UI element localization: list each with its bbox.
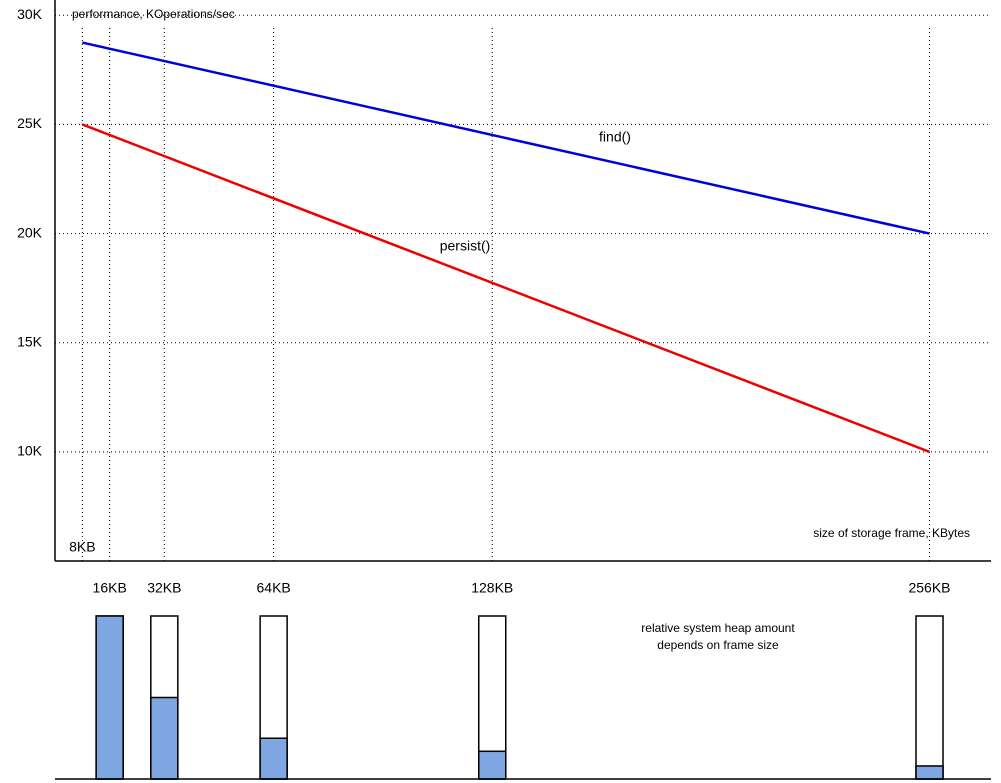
y-tick-label: 20K [17, 224, 43, 240]
bar [259, 737, 288, 780]
x-tick-label: 32KB [147, 580, 181, 596]
series-label: find() [599, 129, 631, 145]
x-axis-label: size of storage frame, KBytes [813, 526, 970, 540]
x-tick-label: 8KB [69, 539, 95, 555]
y-tick-label: 30K [17, 6, 43, 22]
series-line [81, 123, 930, 454]
x-tick-label: 16KB [93, 580, 127, 596]
x-tick-label: 128KB [471, 580, 513, 596]
y-tick-label: 15K [17, 333, 43, 349]
x-tick-label: 256KB [908, 580, 950, 596]
y-tick-label: 25K [17, 115, 43, 131]
bar-frame [915, 615, 944, 780]
bar [478, 750, 507, 780]
bar [915, 765, 944, 780]
bar [95, 615, 124, 780]
bar [150, 696, 179, 780]
annotation: relative system heap amount [641, 621, 795, 635]
y-axis-label: performance, KOperations/sec [72, 7, 235, 21]
annotation: depends on frame size [657, 638, 779, 652]
y-tick-label: 10K [17, 443, 43, 459]
x-tick-label: 64KB [257, 580, 291, 596]
series-line [82, 41, 930, 235]
series-label: persist() [440, 238, 491, 254]
